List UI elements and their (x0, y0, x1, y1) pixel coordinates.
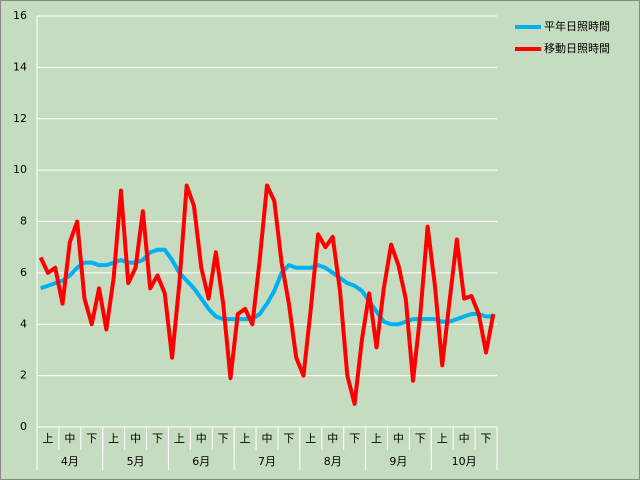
x-tick-label: 中 (262, 432, 273, 445)
month-label: 4月 (61, 455, 79, 468)
y-tick-label: 12 (13, 112, 27, 125)
x-tick-label: 上 (437, 432, 448, 445)
y-tick-label: 0 (20, 420, 27, 433)
month-label: 7月 (258, 455, 276, 468)
x-tick-label: 上 (371, 432, 382, 445)
y-tick-label: 16 (13, 9, 27, 22)
x-tick-label: 中 (130, 432, 141, 445)
x-tick-label: 中 (64, 432, 75, 445)
x-tick-label: 下 (152, 432, 163, 445)
x-tick-label: 下 (349, 432, 360, 445)
y-tick-label: 8 (20, 215, 27, 228)
x-tick-label: 下 (86, 432, 97, 445)
x-tick-label: 中 (327, 432, 338, 445)
x-tick-label: 中 (393, 432, 404, 445)
month-label: 10月 (452, 455, 477, 468)
month-label: 5月 (127, 455, 145, 468)
month-label: 8月 (324, 455, 342, 468)
x-tick-label: 下 (481, 432, 492, 445)
legend-label: 移動日照時間 (544, 41, 610, 55)
x-tick-label: 下 (283, 432, 294, 445)
x-tick-label: 上 (240, 432, 251, 445)
x-tick-label: 下 (218, 432, 229, 445)
x-tick-label: 上 (108, 432, 119, 445)
x-tick-label: 下 (415, 432, 426, 445)
y-tick-label: 14 (13, 60, 27, 73)
x-tick-label: 上 (305, 432, 316, 445)
y-tick-label: 10 (13, 163, 27, 176)
line-series (38, 183, 496, 406)
x-tick-label: 上 (174, 432, 185, 445)
x-tick-label: 中 (459, 432, 470, 445)
y-tick-label: 6 (20, 266, 27, 279)
y-tick-label: 4 (20, 317, 27, 330)
x-tick-label: 上 (42, 432, 53, 445)
x-tick-label: 中 (196, 432, 207, 445)
legend-label: 平年日照時間 (544, 19, 610, 33)
month-label: 6月 (192, 455, 210, 468)
month-label: 9月 (389, 455, 407, 468)
y-tick-label: 2 (20, 369, 27, 382)
